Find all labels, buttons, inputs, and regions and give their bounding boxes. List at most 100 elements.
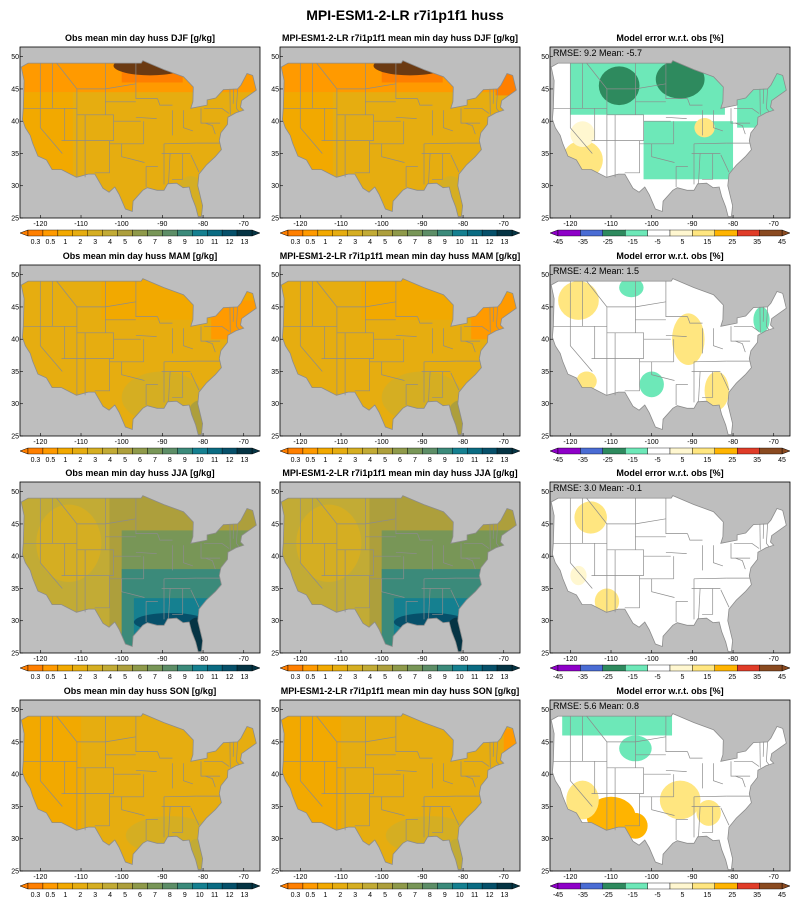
lat-tick-label: 50 [11, 54, 19, 61]
state-border [168, 371, 171, 402]
lon-tick-label: -110 [334, 874, 348, 881]
lon-tick-label: -80 [458, 656, 468, 663]
lon-tick-label: -100 [115, 874, 129, 881]
stats-text: RMSE: 9.2 Mean: -5.7 [553, 48, 642, 58]
lon-tick-label: -90 [157, 439, 167, 446]
colorbar-swatch [147, 447, 163, 455]
state-border [381, 361, 405, 381]
colorbar-swatch [347, 882, 363, 890]
lon-tick-label: -80 [728, 874, 738, 881]
colorbar-label: 4 [108, 239, 112, 246]
colorbar-label: 10 [456, 239, 464, 246]
state-border [496, 523, 500, 547]
state-border [720, 807, 730, 826]
state-border [766, 306, 770, 330]
colorbar-label: 5 [383, 457, 387, 464]
state-border [183, 328, 194, 350]
colorbar-swatch [206, 229, 223, 237]
state-border [702, 806, 714, 833]
colorbar-swatch [422, 447, 438, 455]
colorbar-swatch [692, 447, 716, 455]
colorbar-label: 2 [78, 674, 82, 681]
colorbar-label: 9 [443, 457, 447, 464]
colorbar-label: 1 [63, 674, 67, 681]
state-border [693, 795, 727, 798]
state-border [39, 543, 63, 589]
state-border [121, 361, 145, 381]
field-ne-neg [753, 306, 770, 333]
state-border [733, 325, 760, 332]
state-border [730, 326, 751, 342]
lat-tick-label: 30 [271, 183, 279, 190]
colorbar-swatch [647, 664, 671, 672]
state-border [423, 577, 457, 580]
state-border [606, 332, 644, 359]
colorbar-label: -35 [578, 674, 588, 681]
state-border [460, 761, 481, 777]
colorbar-swatch [192, 882, 208, 890]
state-border [56, 62, 106, 90]
state-border [299, 761, 323, 807]
colorbar-swatch [737, 447, 760, 455]
state-border [733, 107, 760, 114]
state-border [172, 153, 184, 180]
colorbar-label: -15 [628, 892, 638, 899]
state-border [687, 751, 703, 759]
lon-tick-label: -80 [728, 656, 738, 663]
colorbar-swatch [332, 882, 348, 890]
colorbar-swatch [27, 229, 44, 237]
state-border [135, 281, 158, 317]
colorbar-swatch [132, 882, 148, 890]
colorbar-swatch [580, 229, 604, 237]
lat-tick-label: 40 [541, 554, 549, 561]
colorbar-swatch [467, 664, 483, 672]
colorbar-label: 0.3 [291, 892, 301, 899]
lon-tick-label: -120 [293, 874, 307, 881]
colorbar-swatch [467, 882, 483, 890]
colorbar-label: 0.3 [291, 674, 301, 681]
colorbar-swatch [236, 664, 253, 672]
colorbar-arrow-right [251, 664, 261, 672]
colorbar-label: 6 [138, 892, 142, 899]
state-border [432, 806, 444, 833]
lon-tick-label: -120 [33, 439, 47, 446]
state-border [39, 326, 63, 372]
lat-tick-label: 30 [541, 618, 549, 625]
map-panel-djf-diff: Model error w.r.t. obs [%] -120 -110 -100 -9… [541, 33, 791, 246]
state-border [665, 498, 688, 534]
colorbar-swatch [407, 229, 423, 237]
state-border [157, 98, 173, 106]
colorbar-swatch [287, 447, 304, 455]
colorbar-swatch [42, 229, 59, 237]
colorbar-label: 10 [456, 674, 464, 681]
state-border [443, 328, 454, 350]
colorbar-label: 0.5 [306, 239, 316, 246]
map-frame [279, 264, 521, 437]
colorbar-label: 7 [153, 674, 157, 681]
state-border [450, 589, 460, 608]
colorbar-swatch [132, 229, 148, 237]
field-ohio-pos [694, 117, 715, 138]
state-border [190, 807, 200, 826]
lat-tick-label: 30 [11, 836, 19, 843]
colorbar-label: 0.3 [31, 892, 41, 899]
colorbar-label: 15 [703, 892, 711, 899]
state-border [606, 114, 644, 141]
lat-tick-label: 45 [11, 739, 19, 746]
map-frame [279, 699, 521, 872]
state-border [316, 715, 366, 743]
country-outline [550, 495, 787, 653]
colorbar-label: 9 [443, 674, 447, 681]
state-border [450, 154, 460, 173]
colorbar-swatch [206, 664, 223, 672]
state-border [496, 88, 500, 112]
colorbar-label: 0.3 [291, 457, 301, 464]
colorbar-swatch [625, 664, 648, 672]
state-border [417, 533, 433, 541]
colorbar-label: 5 [123, 674, 127, 681]
colorbar-label: 5 [123, 239, 127, 246]
colorbar-swatch [692, 229, 716, 237]
state-border [713, 763, 724, 785]
colorbar-swatch [602, 447, 626, 455]
colorbar-label: 45 [778, 674, 786, 681]
